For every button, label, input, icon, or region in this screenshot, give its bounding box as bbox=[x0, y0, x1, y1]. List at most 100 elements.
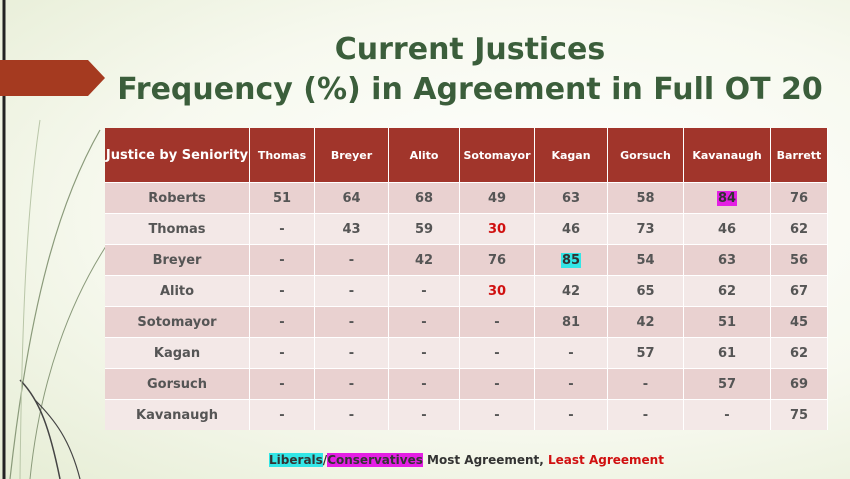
table-cell: - bbox=[315, 337, 389, 368]
table-cell: 54 bbox=[608, 244, 684, 275]
table-cell: - bbox=[250, 275, 315, 306]
cell-text: - bbox=[568, 407, 574, 423]
cell-text: - bbox=[421, 314, 427, 330]
table-cell: 30 bbox=[460, 213, 535, 244]
header-cell: Thomas bbox=[250, 128, 315, 182]
cell-text: 76 bbox=[789, 190, 809, 206]
cell-text: 61 bbox=[717, 345, 737, 361]
cell-text: - bbox=[421, 407, 427, 423]
cell-text: 68 bbox=[414, 190, 434, 206]
cell-text: - bbox=[494, 407, 500, 423]
cell-text: 42 bbox=[636, 314, 655, 330]
legend: Liberals/Conservatives Most Agreement, L… bbox=[105, 453, 828, 467]
cell-text: 67 bbox=[789, 283, 809, 299]
table-cell: 42 bbox=[389, 244, 460, 275]
cell-text: 45 bbox=[789, 314, 809, 330]
table-cell: 46 bbox=[535, 213, 608, 244]
cell-text: - bbox=[494, 376, 500, 392]
cell-text: - bbox=[279, 376, 285, 392]
table-cell: 75 bbox=[771, 399, 828, 430]
cell-text: - bbox=[421, 283, 427, 299]
title-line: Current Justices bbox=[334, 32, 606, 67]
cell-text: 54 bbox=[636, 252, 655, 268]
table-cell: - bbox=[389, 368, 460, 399]
header-cell: Sotomayor bbox=[460, 128, 535, 182]
row-label: Breyer bbox=[105, 244, 250, 275]
row-label: Alito bbox=[105, 275, 250, 306]
cell-text: 81 bbox=[561, 314, 581, 330]
table-cell: - bbox=[460, 368, 535, 399]
cell-text: 59 bbox=[414, 221, 434, 237]
table-row: Breyer - - 42 76 85 54 63 56 bbox=[105, 244, 828, 275]
table-cell: - bbox=[535, 337, 608, 368]
table-cell: - bbox=[535, 399, 608, 430]
table-row: Thomas - 43 59 30 46 73 46 62 bbox=[105, 213, 828, 244]
cell-text: 85 bbox=[560, 252, 582, 268]
header-cell: Gorsuch bbox=[608, 128, 684, 182]
cell-text: 65 bbox=[636, 283, 655, 299]
table-cell: 43 bbox=[315, 213, 389, 244]
row-label: Gorsuch bbox=[105, 368, 250, 399]
table-cell: - bbox=[315, 368, 389, 399]
table-cell: 68 bbox=[389, 182, 460, 213]
cell-text: 75 bbox=[789, 407, 809, 423]
cell-text: - bbox=[348, 345, 355, 361]
table-cell: - bbox=[608, 368, 684, 399]
cell-text: 62 bbox=[789, 221, 809, 237]
table-cell: 42 bbox=[535, 275, 608, 306]
table-cell: - bbox=[535, 368, 608, 399]
table-cell: 56 bbox=[771, 244, 828, 275]
cell-text: - bbox=[279, 283, 285, 299]
table-cell: 76 bbox=[460, 244, 535, 275]
cell-text: 57 bbox=[636, 345, 655, 361]
table-cell: 65 bbox=[608, 275, 684, 306]
table-cell: 67 bbox=[771, 275, 828, 306]
header-cell: Kavanaugh bbox=[684, 128, 771, 182]
table-cell: - bbox=[460, 399, 535, 430]
legend-part: Conservatives bbox=[327, 453, 423, 467]
cell-text: 46 bbox=[717, 221, 737, 237]
legend-part: / bbox=[322, 453, 328, 467]
table-cell: 51 bbox=[250, 182, 315, 213]
cell-text: 62 bbox=[789, 345, 809, 361]
table-row: Sotomayor - - - - 81 42 51 45 bbox=[105, 306, 828, 337]
table-cell: 45 bbox=[771, 306, 828, 337]
cell-text: - bbox=[421, 376, 427, 392]
legend-part: Most Agreement, bbox=[422, 453, 549, 467]
cell-text: Breyer bbox=[152, 252, 202, 268]
cell-text: Kagan bbox=[153, 345, 201, 361]
table-cell: - bbox=[250, 399, 315, 430]
table-cell: - bbox=[684, 399, 771, 430]
table-cell: 49 bbox=[460, 182, 535, 213]
table-cell: 63 bbox=[684, 244, 771, 275]
table-cell: - bbox=[389, 337, 460, 368]
header-cell: Barrett bbox=[771, 128, 828, 182]
cell-text: Kavanaugh bbox=[136, 407, 218, 423]
cell-text: - bbox=[421, 345, 427, 361]
cell-text: - bbox=[348, 252, 355, 268]
table-cell: 61 bbox=[684, 337, 771, 368]
table-cell: - bbox=[250, 368, 315, 399]
cell-text: - bbox=[348, 314, 355, 330]
table-row: Gorsuch - - - - - - 57 69 bbox=[105, 368, 828, 399]
table-cell: 58 bbox=[608, 182, 684, 213]
cell-text: 56 bbox=[789, 252, 809, 268]
cell-text: 62 bbox=[717, 283, 737, 299]
table-cell: 81 bbox=[535, 306, 608, 337]
cell-text: Thomas bbox=[148, 221, 206, 237]
cell-text: 73 bbox=[636, 221, 655, 237]
table-cell: 51 bbox=[684, 306, 771, 337]
cell-text: 58 bbox=[636, 190, 655, 206]
header-cell: Breyer bbox=[315, 128, 389, 182]
header-cell: Alito bbox=[389, 128, 460, 182]
row-label: Sotomayor bbox=[105, 306, 250, 337]
table-row: Alito - - - 30 42 65 62 67 bbox=[105, 275, 828, 306]
cell-text: 63 bbox=[717, 252, 737, 268]
table-cell: 57 bbox=[684, 368, 771, 399]
legend-part: Least Agreement bbox=[548, 453, 664, 467]
table-cell: 85 bbox=[535, 244, 608, 275]
table-row: Kavanaugh - - - - - - - 75 bbox=[105, 399, 828, 430]
table-cell: 62 bbox=[771, 337, 828, 368]
table-cell: - bbox=[389, 275, 460, 306]
